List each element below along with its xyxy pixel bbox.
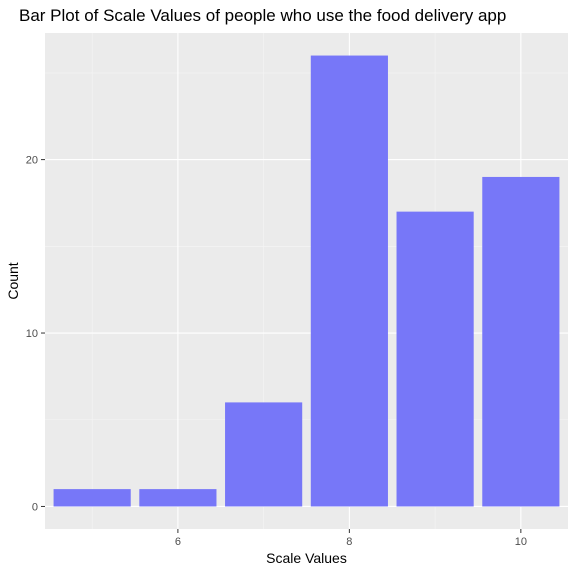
plot-panel <box>45 33 568 529</box>
bar-7 <box>225 402 303 507</box>
x-tick-label-1: 8 <box>346 536 352 548</box>
chart-title: Bar Plot of Scale Values of people who u… <box>19 6 506 25</box>
y-tick-label-1: 10 <box>26 328 38 340</box>
bar-9 <box>396 211 474 507</box>
bar-6 <box>139 489 217 507</box>
x-axis-ticks: 6 8 10 <box>175 529 527 548</box>
bar-10 <box>482 176 560 507</box>
y-axis-ticks: 0 10 20 <box>26 155 45 513</box>
y-tick-label-2: 20 <box>26 155 38 167</box>
bar-8 <box>310 55 388 507</box>
y-tick-label-0: 0 <box>32 501 38 513</box>
y-axis-label: Count <box>5 262 21 299</box>
x-tick-label-2: 10 <box>515 536 527 548</box>
x-tick-label-0: 6 <box>175 536 181 548</box>
bars <box>53 55 560 507</box>
bar-5 <box>53 489 131 507</box>
x-axis-label: Scale Values <box>266 550 347 566</box>
